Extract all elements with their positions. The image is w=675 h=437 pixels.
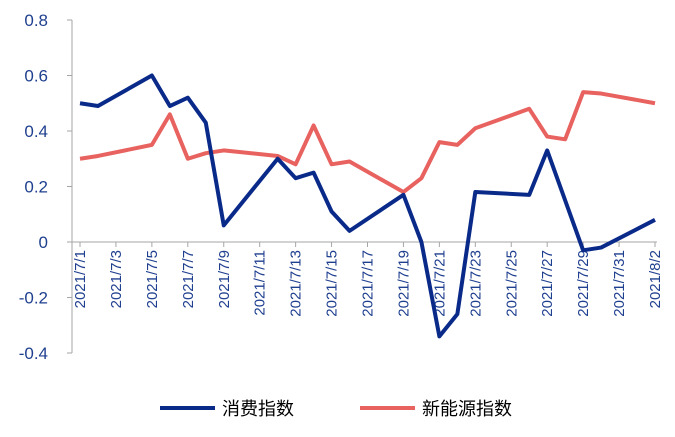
y-tick-label: 0.8	[24, 11, 48, 30]
legend-label: 新能源指数	[422, 399, 512, 419]
legend: 消费指数 新能源指数	[160, 399, 512, 419]
y-tick-label: 0.4	[24, 122, 48, 141]
x-tick-label: 2021/7/3	[108, 250, 125, 308]
x-tick-label: 2021/7/1	[72, 250, 89, 308]
x-tick-label: 2021/7/7	[180, 250, 197, 308]
x-tick-label: 2021/7/19	[395, 250, 412, 317]
x-tick-label: 2021/7/9	[216, 250, 233, 308]
series-line	[79, 90, 656, 195]
x-tick-label: 2021/7/29	[575, 250, 592, 317]
x-tick-label: 2021/8/2	[647, 250, 664, 308]
x-tick-label: 2021/7/23	[467, 250, 484, 317]
y-tick-label: -0.2	[19, 289, 48, 308]
y-tick-label: 0	[39, 233, 48, 252]
x-tick-label: 2021/7/25	[503, 250, 520, 317]
x-tick-label: 2021/7/11	[252, 250, 269, 316]
x-tick-label: 2021/7/31	[611, 250, 628, 317]
series-line	[79, 73, 656, 339]
y-tick-label: 0.2	[24, 178, 48, 197]
x-tick-label: 2021/7/17	[360, 250, 377, 317]
legend-label: 消费指数	[222, 399, 294, 419]
x-tick-label: 2021/7/5	[144, 250, 161, 308]
y-tick-label: 0.6	[24, 67, 48, 86]
x-tick-label: 2021/7/13	[288, 250, 305, 317]
y-tick-label: -0.4	[19, 344, 48, 363]
x-tick-label: 2021/7/15	[324, 250, 341, 317]
x-tick-label: 2021/7/21	[431, 250, 448, 317]
x-tick-label: 2021/7/27	[539, 250, 556, 317]
